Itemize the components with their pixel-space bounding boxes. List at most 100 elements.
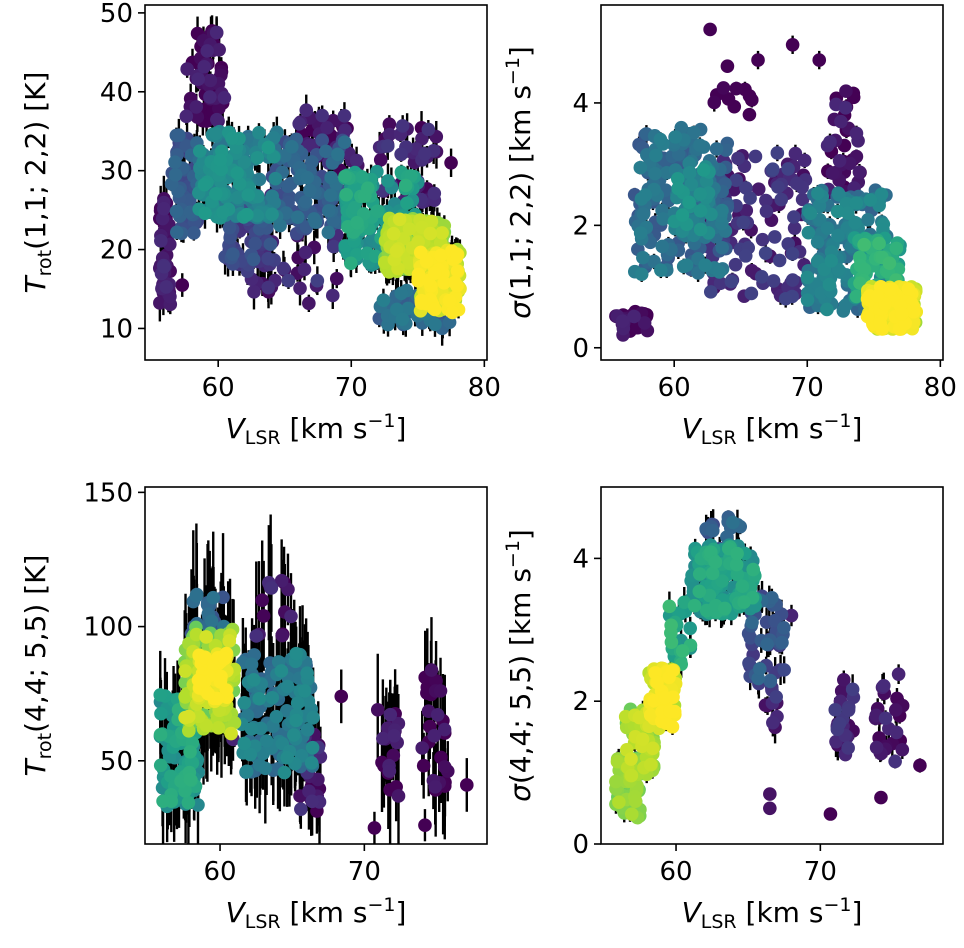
data-point xyxy=(795,192,810,207)
data-point xyxy=(284,609,298,624)
data-point xyxy=(294,802,308,816)
data-point xyxy=(739,181,753,195)
data-point xyxy=(172,128,186,142)
data-point xyxy=(427,728,441,743)
data-point xyxy=(264,581,279,595)
data-point xyxy=(744,286,759,301)
data-point xyxy=(895,306,909,321)
y-tick-label: 40 xyxy=(100,78,133,108)
data-point xyxy=(767,230,782,244)
data-point xyxy=(449,247,464,262)
data-point xyxy=(428,266,442,280)
data-point xyxy=(216,590,230,605)
data-point xyxy=(418,147,432,161)
data-point xyxy=(411,235,425,249)
data-point xyxy=(198,206,212,221)
data-point xyxy=(716,81,731,95)
data-point xyxy=(427,186,442,201)
data-point xyxy=(274,573,289,588)
data-point xyxy=(627,309,641,324)
data-point xyxy=(153,688,168,702)
data-point xyxy=(415,741,430,755)
y-tick-label: 10 xyxy=(100,314,133,344)
data-point xyxy=(703,285,718,299)
data-point xyxy=(373,152,388,167)
y-axis-label: Trot(1,1; 2,2) [K] xyxy=(19,72,56,294)
data-point xyxy=(231,190,245,205)
x-axis-label: VLSR [km s−1] xyxy=(226,410,407,449)
data-point xyxy=(418,818,432,833)
data-point xyxy=(263,237,278,252)
data-point xyxy=(671,181,685,196)
data-point xyxy=(275,628,290,643)
data-point xyxy=(183,772,198,787)
data-point xyxy=(715,203,729,218)
data-point xyxy=(693,222,708,237)
data-point xyxy=(872,236,886,251)
panel-sigma-11-22: 60 70 80 0 2 4 VLSR [km s−1] σ(1,1; 2,2) [km s−… xyxy=(502,4,957,449)
data-point xyxy=(655,239,670,254)
data-point xyxy=(213,153,228,167)
data-point xyxy=(693,138,707,152)
data-point xyxy=(402,256,417,270)
data-point xyxy=(181,795,196,810)
data-point xyxy=(154,234,168,248)
data-point xyxy=(754,270,769,284)
data-point xyxy=(437,275,451,290)
data-point xyxy=(297,262,312,277)
data-point xyxy=(338,169,352,184)
data-point xyxy=(751,182,766,196)
data-point xyxy=(334,689,349,704)
data-point xyxy=(430,707,445,722)
data-point xyxy=(255,593,269,608)
data-point xyxy=(252,125,266,140)
data-point xyxy=(707,95,722,110)
data-point xyxy=(832,153,847,168)
data-point xyxy=(380,139,395,153)
data-point xyxy=(731,151,745,166)
data-point xyxy=(863,193,878,207)
data-point xyxy=(411,267,426,282)
data-point xyxy=(285,140,299,154)
data-point xyxy=(301,694,316,708)
data-point xyxy=(675,208,690,222)
data-point xyxy=(187,226,201,240)
data-point xyxy=(315,108,329,123)
data-point xyxy=(649,148,663,163)
data-point xyxy=(636,250,650,265)
data-point xyxy=(289,646,303,661)
data-point xyxy=(237,696,252,710)
data-point xyxy=(398,178,413,193)
data-point xyxy=(319,144,333,159)
data-point xyxy=(774,192,789,207)
data-point xyxy=(709,142,724,156)
data-point xyxy=(153,296,167,310)
data-point xyxy=(383,707,398,722)
data-point xyxy=(223,230,237,245)
data-point xyxy=(304,756,319,770)
data-point xyxy=(830,204,845,219)
data-point xyxy=(259,734,274,748)
data-point xyxy=(256,609,271,623)
data-point xyxy=(303,183,317,198)
data-point xyxy=(204,614,219,628)
data-point xyxy=(785,246,800,261)
data-point xyxy=(232,176,247,191)
data-point xyxy=(159,280,174,294)
data-point xyxy=(192,144,207,158)
x-axis-label: VLSR [km s−1] xyxy=(682,410,863,449)
data-point xyxy=(703,22,717,37)
data-point xyxy=(280,750,294,765)
data-point xyxy=(376,731,390,746)
data-point xyxy=(182,193,197,207)
y-tick-label: 0 xyxy=(572,334,589,364)
data-point xyxy=(153,758,168,773)
data-point xyxy=(759,193,773,208)
data-point xyxy=(241,188,256,202)
data-point xyxy=(157,259,171,274)
data-point xyxy=(290,696,305,710)
data-point xyxy=(636,207,651,221)
data-point xyxy=(803,206,818,221)
data-point xyxy=(329,271,344,286)
